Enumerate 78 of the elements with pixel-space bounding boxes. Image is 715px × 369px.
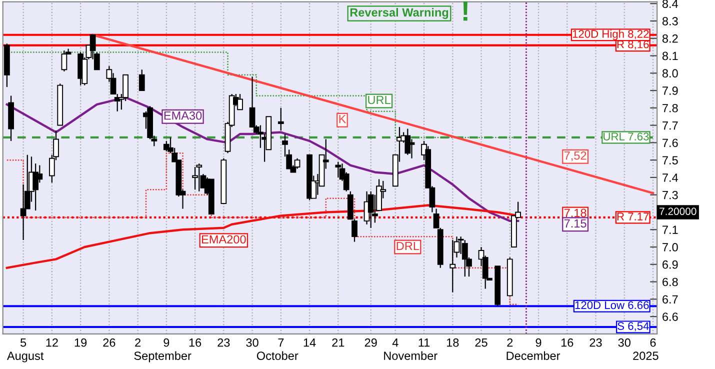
y-tick-label: 7.7 xyxy=(662,121,678,130)
text: October xyxy=(256,351,298,360)
x-tick-label: 18 xyxy=(446,338,459,347)
x-tick-label: 9 xyxy=(164,338,170,347)
y-tick-label: 7.3 xyxy=(662,190,678,200)
annotation: 7,52 xyxy=(564,151,586,162)
x-tick-label: 4 xyxy=(392,338,398,347)
candlestick xyxy=(196,162,202,192)
x-tick-label: 25 xyxy=(475,338,488,347)
candlestick xyxy=(138,69,145,92)
annotation: K xyxy=(339,115,346,124)
x-tick-label: 16 xyxy=(561,338,574,347)
x-tick-label: 9 xyxy=(536,338,542,347)
y-tick-label: 8.4 xyxy=(662,0,678,8)
annotation: 7.15 xyxy=(564,219,586,228)
x-tick-label: 30 xyxy=(618,338,630,347)
candlestick xyxy=(61,50,68,72)
candlestick xyxy=(94,52,100,70)
annotation: EMA200 xyxy=(202,235,246,244)
candlestick xyxy=(450,240,456,293)
x-tick-label: 6 xyxy=(650,338,656,347)
candlestick xyxy=(32,162,39,212)
ref-line-label: 120D High 8,22 xyxy=(572,30,649,40)
x-tick-label: 2 xyxy=(507,338,513,347)
candlestick xyxy=(335,161,342,178)
x-tick-label: 30 xyxy=(246,338,258,347)
y-tick-label: 6.7 xyxy=(662,295,678,304)
candlestick xyxy=(368,190,374,228)
y-tick-label: 7.1 xyxy=(662,226,678,234)
y-tick-label: 7.0 xyxy=(662,243,678,252)
x-tick-label: 16 xyxy=(189,338,202,347)
x-tick-label: 19 xyxy=(74,338,87,347)
text: November xyxy=(384,351,438,360)
text: September xyxy=(134,351,192,362)
candlestick xyxy=(462,240,468,278)
annotation: DRL xyxy=(396,242,420,250)
candlestick xyxy=(408,138,415,159)
y-tick-label: 7.4 xyxy=(662,174,678,182)
x-tick-label: 12 xyxy=(46,338,58,347)
candlestick xyxy=(278,107,284,132)
text: 2025 xyxy=(633,352,658,360)
y-tick-label: 8.1 xyxy=(662,52,678,60)
annotation: Reversal Warning xyxy=(350,8,448,19)
ref-line-label: R 7.17 xyxy=(617,212,649,220)
x-tick-label: 11 xyxy=(418,338,430,347)
y-tick-label: 8.2 xyxy=(662,34,678,43)
ref-line-label: S 6,54 xyxy=(618,322,649,332)
x-tick-label: 14 xyxy=(304,338,316,347)
annotation: URL xyxy=(368,96,390,104)
y-tick-label: 6.9 xyxy=(662,260,678,269)
y-tick-label: 8.0 xyxy=(662,69,678,78)
y-tick-label: 6.6 xyxy=(662,312,678,321)
y-tick-label: 8.3 xyxy=(662,17,678,26)
y-tick-label: 7.9 xyxy=(662,86,678,95)
x-tick-label: 29 xyxy=(364,338,377,347)
x-tick-label: 2 xyxy=(135,338,140,347)
y-tick-label: 6.8 xyxy=(662,278,678,286)
text: December xyxy=(506,351,560,360)
x-tick-label: 23 xyxy=(590,338,602,347)
ref-line-label: URL 7.63 xyxy=(604,132,649,140)
annotation: 7,18 xyxy=(564,208,586,219)
ref-line-label: 120D Low 6.66 xyxy=(575,301,649,310)
x-tick-label: 7 xyxy=(278,338,284,347)
y-tick-label: 7.6 xyxy=(662,138,678,148)
candlestick xyxy=(192,166,198,190)
x-tick-label: 21 xyxy=(332,338,344,347)
annotation: ! xyxy=(463,2,468,21)
y-tick-label: 7.5 xyxy=(662,156,678,164)
annotation: EMA30 xyxy=(164,111,202,120)
text: August xyxy=(6,352,44,362)
x-tick-label: 5 xyxy=(20,338,26,347)
x-tick-label: 26 xyxy=(103,338,116,347)
y-tick-label: 7.8 xyxy=(662,104,678,112)
text: 7.20000 xyxy=(660,208,696,216)
candlestick xyxy=(237,93,243,110)
candlestick xyxy=(294,158,300,170)
x-tick-label: 23 xyxy=(218,338,230,347)
candlestick xyxy=(404,128,411,156)
